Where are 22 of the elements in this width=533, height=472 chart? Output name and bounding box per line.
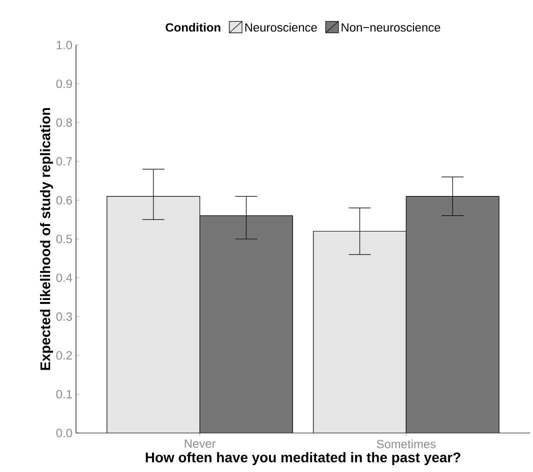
legend-label: Neuroscience	[245, 22, 317, 32]
bar	[406, 196, 500, 433]
x-tick-label: Sometimes	[376, 440, 436, 448]
y-tick-label: 0.3	[56, 312, 72, 321]
y-tick-label: 0.9	[56, 80, 72, 88]
bar	[106, 196, 200, 433]
y-axis-title: Expected likelihood of study replication	[40, 108, 54, 370]
y-tick-label: 1.0	[56, 40, 72, 50]
y-tick-label: 0.1	[56, 390, 72, 398]
y-tick-label: 0.4	[56, 274, 72, 282]
y-tick-label: 0.5	[56, 234, 72, 244]
x-axis-title: How often have you meditated in the past year?	[146, 452, 460, 466]
legend-label: Non−neuroscience	[342, 22, 440, 32]
x-tick-label: Never	[184, 440, 216, 448]
legend-title: Condition	[166, 22, 220, 32]
bar	[200, 216, 293, 433]
y-tick-label: 0.8	[56, 118, 72, 127]
y-tick-label: 0.6	[56, 196, 72, 204]
y-tick-label: 0.0	[56, 428, 72, 438]
y-tick-label: 0.2	[56, 351, 72, 360]
y-tick-label: 0.7	[56, 157, 72, 166]
bar	[313, 230, 406, 433]
